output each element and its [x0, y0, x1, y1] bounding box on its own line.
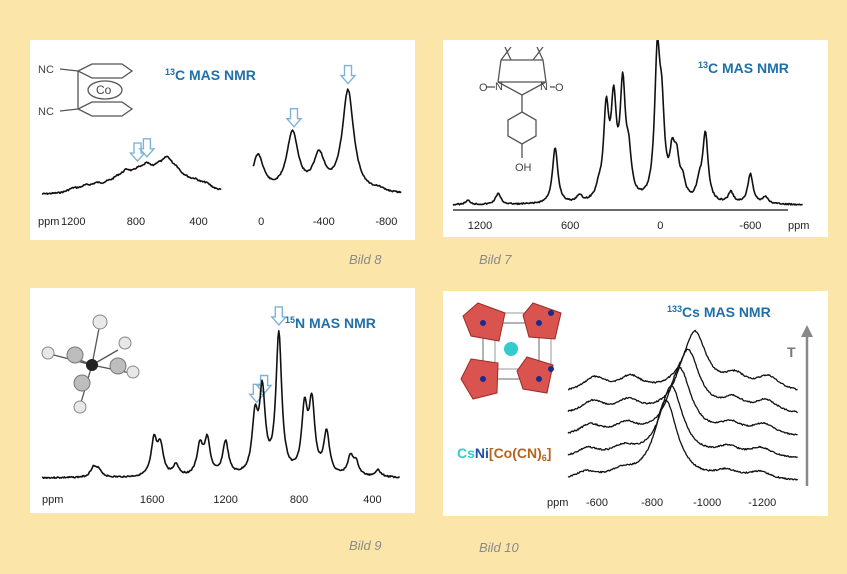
panel-bild-10: CsNi[Co(CN)6] 133Cs MAS NMR T ppm -600 -8…: [443, 291, 828, 516]
mol-nc-bottom: NC: [38, 106, 54, 118]
chart-title: 13C MAS NMR: [165, 67, 256, 83]
x-tick-label: 1600: [140, 494, 164, 506]
peak-arrow-icon: [270, 306, 288, 326]
x-axis-ticks: 1600 1200 800 400: [140, 494, 382, 506]
spectrum-line-right: [252, 88, 402, 194]
chart-13c-radical: N N O O OH 13C MAS NMR 1200 600 0 -600 ppm: [452, 40, 809, 232]
x-tick-label: -600: [586, 497, 608, 509]
spectrum-line: [41, 330, 401, 480]
x-tick-label: 1200: [468, 220, 492, 232]
mol-n-left: N: [495, 81, 503, 93]
spectrum-line-left: [41, 155, 222, 195]
peak-arrow-icon: [285, 107, 303, 128]
spectrum-line: [452, 40, 803, 206]
x-tick-label: 800: [290, 494, 308, 506]
spectrum-line: [567, 384, 798, 458]
spectrum-line: [567, 348, 798, 414]
chart-title: 13C MAS NMR: [698, 60, 789, 76]
x-tick-label: 800: [127, 216, 145, 228]
mol-oh: OH: [515, 162, 532, 174]
chart-133cs: CsNi[Co(CN)6] 133Cs MAS NMR T ppm -600 -8…: [457, 302, 813, 509]
x-tick-label: 400: [363, 494, 381, 506]
panel-bild-8: NC NC Co 13C MAS NMR ppm 1200 800 400 0 -400…: [30, 40, 415, 240]
x-tick-label: -400: [313, 216, 335, 228]
mol-o-right: O: [555, 82, 564, 94]
x-tick-label: -600: [739, 220, 761, 232]
x-axis-label: ppm: [38, 216, 59, 228]
mol-nc-top: NC: [38, 64, 54, 76]
mol-n-right: N: [540, 81, 548, 93]
spectra-stack: [567, 329, 799, 481]
panel-bild-7: N N O O OH 13C MAS NMR 1200 600 0 -600 ppm: [443, 40, 828, 237]
chart-title: 15N MAS NMR: [285, 315, 376, 331]
x-tick-label: -800: [641, 497, 663, 509]
x-axis-label: ppm: [547, 497, 568, 509]
mol-co: Co: [96, 83, 112, 97]
temperature-arrow: T: [787, 325, 813, 486]
ammine-molecule: [41, 314, 140, 414]
crystal-structure: [460, 302, 562, 400]
x-axis-ticks: 1200 800 400 0 -400 -800: [61, 216, 397, 228]
x-tick-label: -1000: [693, 497, 721, 509]
x-tick-label: -800: [375, 216, 397, 228]
x-tick-label: 1200: [61, 216, 85, 228]
caption-bild-10: Bild 10: [479, 540, 519, 555]
peak-arrow-icon: [128, 142, 147, 163]
chart-title: 133Cs MAS NMR: [667, 304, 771, 320]
compound-formula: CsNi[Co(CN)6]: [457, 445, 551, 463]
spectrum-line: [567, 366, 798, 436]
spectrum-line: [567, 329, 798, 391]
peak-arrows: [128, 64, 357, 163]
caption-bild-7: Bild 7: [479, 252, 512, 267]
caption-bild-9: Bild 9: [349, 538, 382, 553]
spectrum-line: [567, 399, 799, 481]
x-tick-label: -1200: [748, 497, 776, 509]
x-axis-ticks: -600 -800 -1000 -1200: [586, 497, 776, 509]
x-tick-label: 600: [561, 220, 579, 232]
caption-bild-8: Bild 8: [349, 252, 382, 267]
x-tick-label: 1200: [213, 494, 237, 506]
chart-13c-cobalt: NC NC Co 13C MAS NMR ppm 1200 800 400 0 -400…: [38, 63, 402, 228]
nitronyl-molecule: N N O O OH: [479, 46, 564, 174]
x-tick-label: 400: [189, 216, 207, 228]
chart-15n: 15N MAS NMR ppm 1600 1200 800 400: [41, 306, 401, 506]
temperature-label: T: [787, 344, 796, 360]
cobalt-molecule: NC NC Co: [38, 63, 134, 118]
x-tick-label: 0: [657, 220, 663, 232]
x-axis-ticks: 1200 600 0 -600: [468, 220, 762, 232]
cs-atom: [504, 342, 518, 356]
panel-bild-9: 15N MAS NMR ppm 1600 1200 800 400: [30, 288, 415, 513]
x-axis-label: ppm: [42, 494, 63, 506]
x-tick-label: 0: [258, 216, 264, 228]
peak-arrow-icon: [138, 138, 156, 158]
mol-o-left: O: [479, 82, 488, 94]
x-axis-label: ppm: [788, 220, 809, 232]
peak-arrow-icon: [339, 64, 357, 85]
